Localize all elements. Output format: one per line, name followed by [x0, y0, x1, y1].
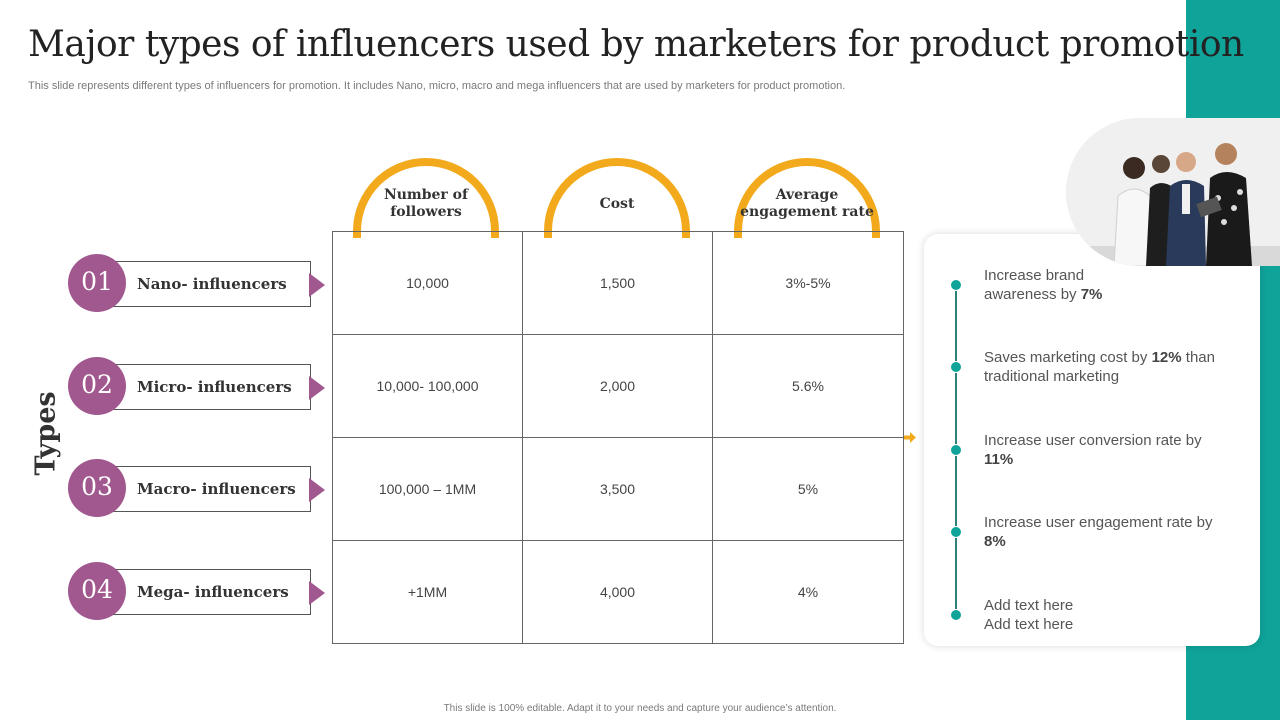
type-number-badge: 03	[68, 459, 126, 517]
table-cell: 2,000	[523, 335, 713, 438]
page-subtitle: This slide represents different types of…	[28, 80, 846, 92]
type-box: Micro- influencers	[98, 364, 311, 410]
benefit-highlight: 8%	[984, 533, 1006, 550]
business-team-photo-icon	[1066, 118, 1280, 266]
type-box: Mega- influencers	[98, 569, 311, 615]
arrow-right-icon	[309, 273, 325, 297]
type-row-micro: Micro- influencers 02	[68, 354, 328, 415]
benefit-item: Add text here Add text here	[984, 596, 1094, 634]
type-number-badge: 01	[68, 254, 126, 312]
benefit-text: Increase user conversion rate by	[984, 432, 1202, 449]
table-cell: +1MM	[333, 541, 523, 643]
column-header-engagement: Average engagement rate	[740, 187, 874, 220]
type-label: Micro- influencers	[137, 378, 292, 396]
benefit-item: Increase user conversion rate by 11%	[984, 431, 1224, 469]
table-cell: 10,000	[333, 232, 523, 335]
timeline-dot	[950, 279, 962, 291]
type-row-macro: Macro- influencers 03	[68, 456, 328, 517]
benefit-highlight: 7%	[1080, 286, 1103, 303]
type-row-nano: Nano- influencers 01	[68, 251, 328, 312]
table-cell: 100,000 – 1MM	[333, 438, 523, 541]
benefit-highlight: 12%	[1151, 349, 1182, 366]
column-header-followers: Number of followers	[383, 187, 469, 220]
type-label: Mega- influencers	[137, 583, 289, 601]
table-cell: 3%-5%	[713, 232, 903, 335]
benefit-item: Saves marketing cost by 12% than traditi…	[984, 348, 1224, 386]
arrow-right-icon	[309, 581, 325, 605]
table-cell: 3,500	[523, 438, 713, 541]
benefit-suffix: than traditional marketing	[984, 349, 1215, 385]
arrow-right-icon	[904, 432, 916, 443]
column-header-cost: Cost	[599, 195, 635, 212]
table-cell: 5%	[713, 438, 903, 541]
table-cell: 10,000- 100,000	[333, 335, 523, 438]
benefit-text: Increase user engagement rate by	[984, 514, 1213, 531]
benefit-item: Increase brand awareness by 7%	[984, 266, 1154, 304]
table-cell: 4%	[797, 584, 819, 600]
table-cell: 5.6%	[713, 335, 903, 438]
type-label: Nano- influencers	[137, 275, 287, 293]
table-cell: 1,500	[523, 232, 713, 335]
benefit-highlight: 11%	[984, 451, 1014, 468]
type-row-mega: Mega- influencers 04	[68, 559, 328, 620]
timeline-dot	[950, 444, 962, 456]
arrow-right-icon	[309, 376, 325, 400]
benefit-text: Increase brand awareness by	[984, 267, 1085, 303]
type-label: Macro- influencers	[137, 480, 296, 498]
timeline-dot	[950, 526, 962, 538]
benefits-panel	[924, 234, 1260, 646]
page-footer: This slide is 100% editable. Adapt it to…	[443, 703, 837, 714]
table-cell: 4,000	[523, 541, 713, 643]
timeline-dot	[950, 361, 962, 373]
arrow-right-icon	[309, 478, 325, 502]
timeline-dot	[950, 609, 962, 621]
influencer-table: 10,000 1,500 3%-5% 10,000- 100,000 2,000…	[332, 231, 904, 644]
page-title: Major types of influencers used by marke…	[28, 24, 1244, 65]
type-box: Nano- influencers	[98, 261, 311, 307]
benefit-text: Saves marketing cost by	[984, 349, 1152, 366]
business-team-photo	[1066, 118, 1280, 266]
benefit-item: Increase user engagement rate by 8%	[984, 513, 1224, 551]
type-box: Macro- influencers	[98, 466, 311, 512]
type-number-badge: 04	[68, 562, 126, 620]
types-side-label: Types	[30, 391, 62, 476]
type-number-badge: 02	[68, 357, 126, 415]
benefit-text: Add text here Add text here	[984, 597, 1074, 633]
